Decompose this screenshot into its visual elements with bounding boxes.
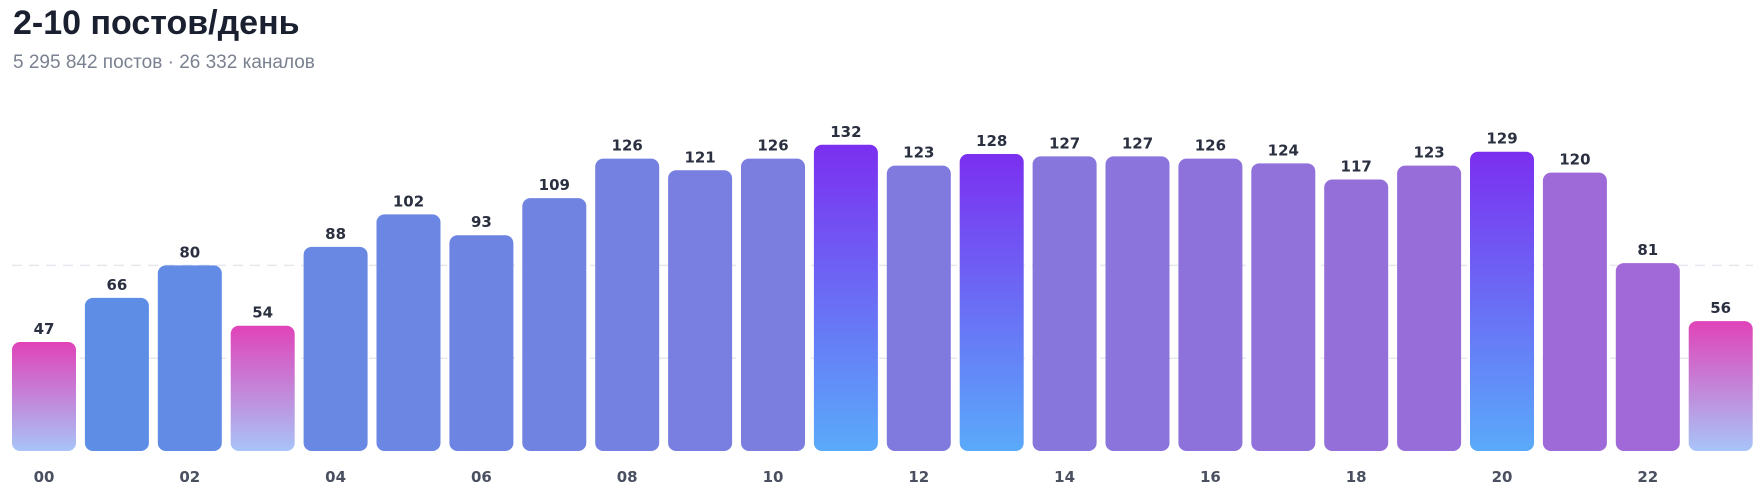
x-tick-label: 18 xyxy=(1346,468,1367,486)
bar-11[interactable] xyxy=(813,144,878,451)
bar-16[interactable] xyxy=(1178,158,1243,451)
value-label: 120 xyxy=(1559,151,1590,169)
value-label: 123 xyxy=(903,144,934,162)
bars xyxy=(12,144,1753,452)
value-label: 109 xyxy=(539,176,570,194)
bar-02[interactable] xyxy=(157,265,222,451)
bar-15[interactable] xyxy=(1105,156,1170,452)
value-label: 93 xyxy=(471,213,492,231)
bar-09[interactable] xyxy=(668,170,733,451)
bar-22[interactable] xyxy=(1615,263,1680,451)
value-label: 56 xyxy=(1710,299,1731,317)
bar-10[interactable] xyxy=(741,158,805,451)
value-label: 124 xyxy=(1268,141,1299,159)
x-tick-label: 16 xyxy=(1200,468,1221,486)
x-tick-label: 00 xyxy=(34,468,55,486)
value-label: 117 xyxy=(1341,158,1372,176)
value-label: 132 xyxy=(830,123,861,141)
bar-12[interactable] xyxy=(886,165,951,451)
value-label: 128 xyxy=(976,132,1007,150)
x-tick-label: 06 xyxy=(471,468,492,486)
chart-subtitle: 5 295 842 постов · 26 332 каналов xyxy=(13,52,315,73)
bar-13[interactable] xyxy=(959,154,1024,452)
x-tick-label: 10 xyxy=(763,468,784,486)
bar-21[interactable] xyxy=(1542,172,1607,451)
value-label: 80 xyxy=(179,243,200,261)
chart-title: 2-10 постов/день xyxy=(13,4,300,42)
x-tick-label: 04 xyxy=(325,468,346,486)
x-axis-ticks: 00 02 04 06 08 10 12 14 16 18 20 22 xyxy=(34,468,1659,486)
value-label: 126 xyxy=(1195,137,1226,155)
bar-17[interactable] xyxy=(1251,163,1316,451)
bar-20[interactable] xyxy=(1470,151,1534,451)
bar-06[interactable] xyxy=(449,235,514,451)
x-tick-label: 22 xyxy=(1637,468,1658,486)
bar-18[interactable] xyxy=(1324,179,1389,451)
bar-14[interactable] xyxy=(1032,156,1097,452)
value-label: 127 xyxy=(1049,134,1080,152)
bar-00[interactable] xyxy=(12,341,76,451)
grid-lines xyxy=(12,264,1753,359)
value-label: 88 xyxy=(325,225,346,243)
value-label: 123 xyxy=(1413,144,1444,162)
value-label: 54 xyxy=(252,304,273,322)
x-tick-label: 20 xyxy=(1492,468,1513,486)
bar-07[interactable] xyxy=(522,198,587,451)
value-label: 47 xyxy=(34,320,55,338)
value-label: 102 xyxy=(393,192,424,210)
x-tick-label: 12 xyxy=(908,468,929,486)
bar-04[interactable] xyxy=(303,246,368,451)
value-label: 129 xyxy=(1486,130,1517,148)
value-label: 81 xyxy=(1637,241,1658,259)
bar-08[interactable] xyxy=(595,158,660,451)
bar-05[interactable] xyxy=(376,214,441,451)
bar-03[interactable] xyxy=(230,325,295,451)
value-label: 126 xyxy=(757,137,788,155)
value-label: 121 xyxy=(684,148,715,166)
x-tick-label: 08 xyxy=(617,468,638,486)
x-tick-label: 14 xyxy=(1054,468,1075,486)
bar-19[interactable] xyxy=(1397,165,1462,451)
bar-01[interactable] xyxy=(84,297,149,451)
value-label: 126 xyxy=(612,137,643,155)
value-labels: 47 66 80 54 88 102 93 109 126 121 126 132 123 128 127 1… xyxy=(34,123,1732,338)
value-label: 127 xyxy=(1122,134,1153,152)
x-tick-label: 02 xyxy=(179,468,200,486)
value-label: 66 xyxy=(106,276,127,294)
bar-23[interactable] xyxy=(1688,321,1753,451)
